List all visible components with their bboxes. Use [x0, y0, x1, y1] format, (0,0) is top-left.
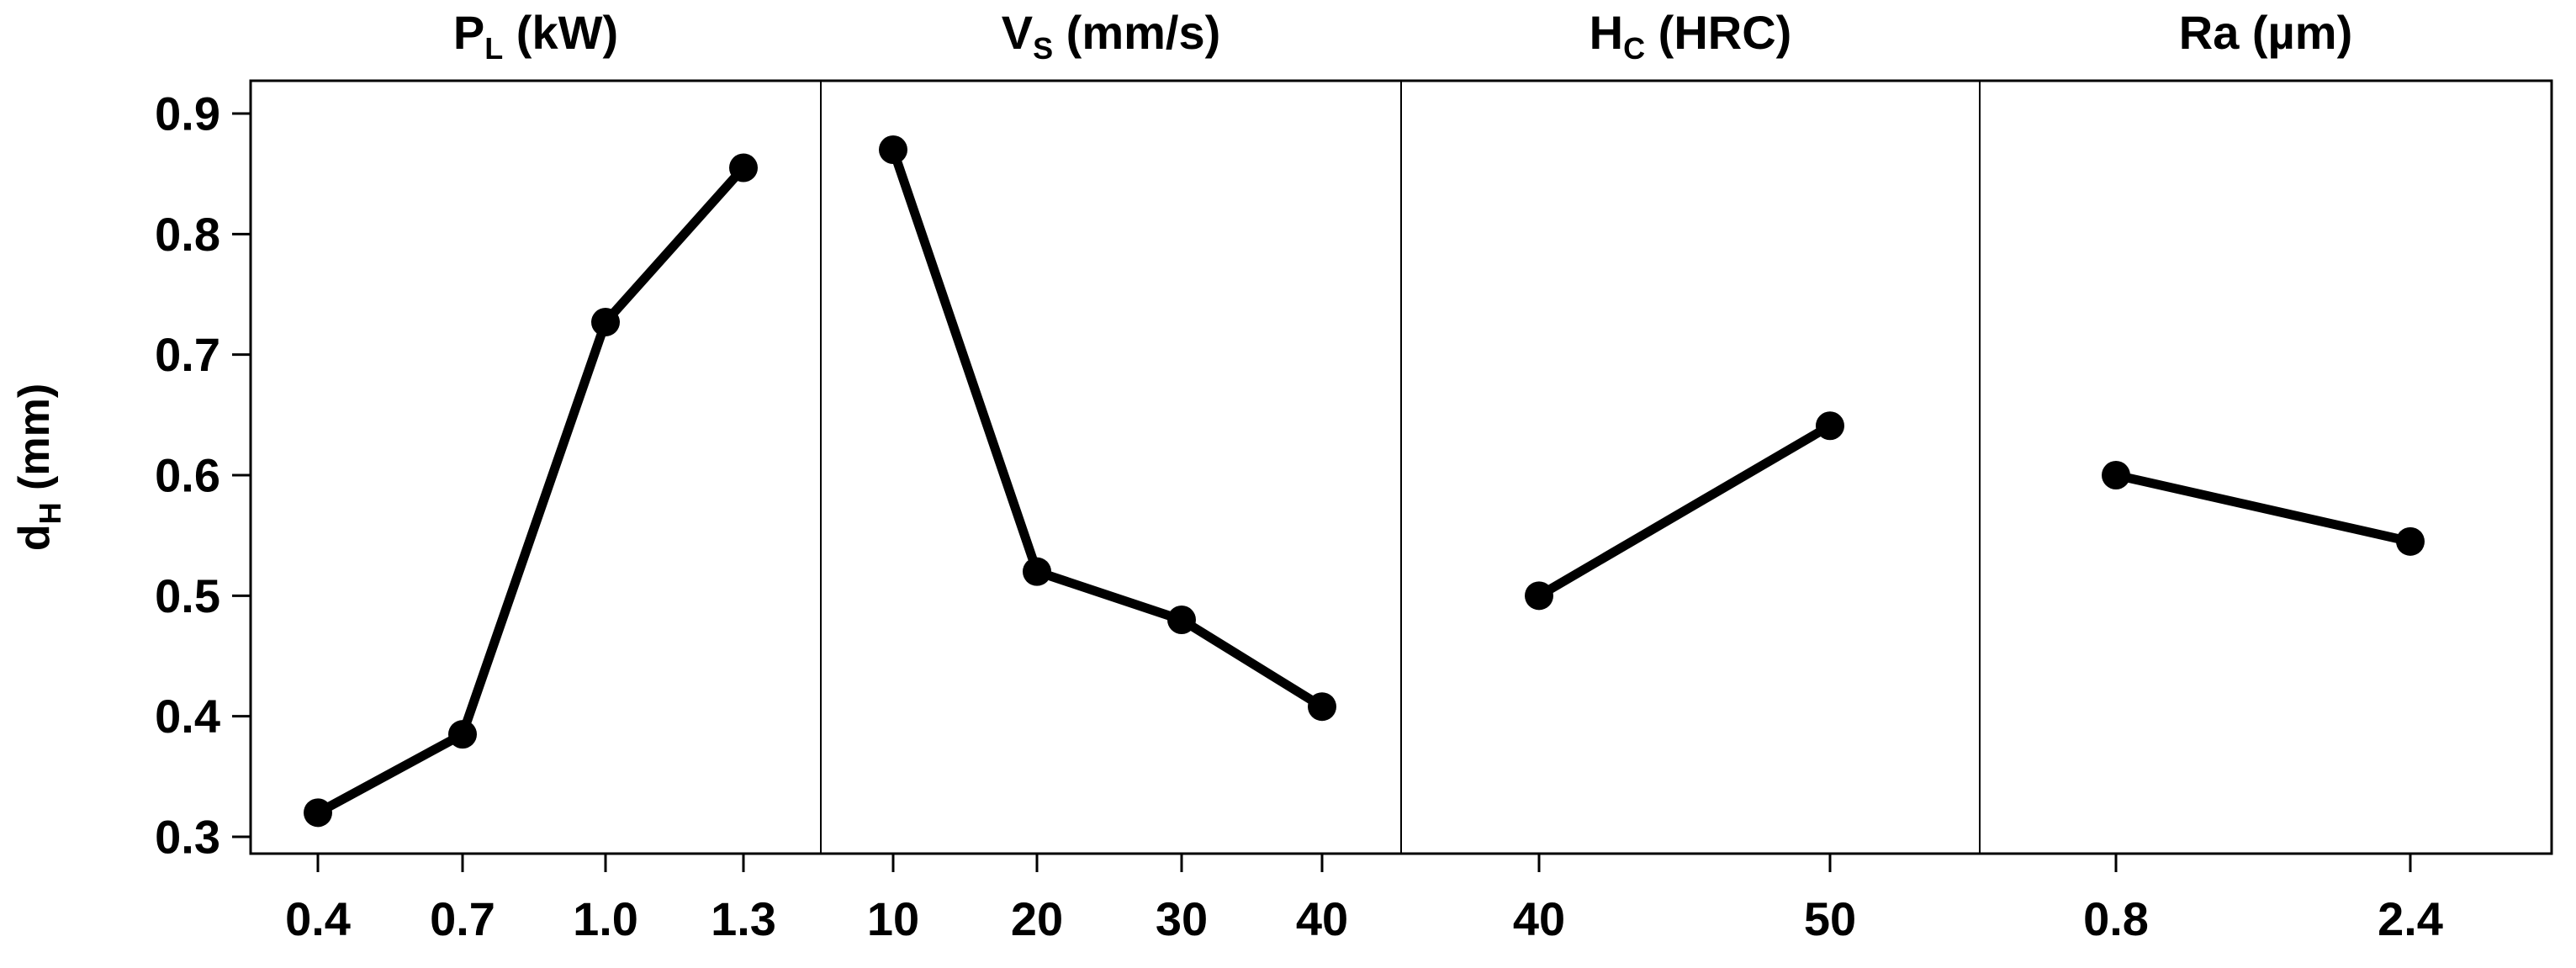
y-axis-title-sub: H — [33, 502, 67, 524]
panel-title-main: Ra (µm) — [2179, 6, 2353, 59]
panel-title-unit: (HRC) — [1645, 6, 1791, 59]
panel-title-sub: S — [1033, 31, 1053, 66]
lines-layer — [315, 148, 2412, 817]
points-layer — [304, 135, 2425, 828]
y-axis-title-unit: (mm) — [10, 383, 59, 503]
y-tick-label: 0.7 — [155, 328, 220, 381]
data-point — [448, 720, 477, 749]
data-point — [1167, 606, 1196, 634]
data-point — [1525, 581, 1553, 611]
data-point — [1816, 411, 1844, 441]
labels-layer: 0.30.40.50.60.70.80.9dH (mm)PL (kW)0.4 0.… — [10, 6, 2443, 945]
panel-title-main: P — [453, 6, 484, 59]
panel-title-sub: C — [1623, 31, 1645, 66]
panel-title-main: H — [1590, 6, 1623, 59]
y-tick-label: 0.4 — [155, 690, 220, 743]
series-line — [2114, 470, 2412, 547]
y-tick-label: 0.5 — [155, 569, 220, 622]
x-tick-label: 40 — [1296, 892, 1348, 945]
data-point — [591, 307, 620, 336]
x-tick-label: 40 — [1513, 892, 1565, 945]
series-line — [1537, 421, 1833, 600]
panel-title: HC (HRC) — [1590, 6, 1792, 66]
series-line — [888, 148, 1325, 711]
x-tick-label: 50 — [1804, 892, 1856, 945]
data-point — [1023, 557, 1051, 586]
axes-layer — [232, 79, 2553, 872]
x-tick-label: 1.3 — [711, 892, 776, 945]
panel-title-unit: (kW) — [503, 6, 618, 59]
panel-title: PL (kW) — [453, 6, 618, 66]
data-point — [729, 153, 758, 182]
data-point — [879, 135, 907, 164]
x-tick-label: 10 — [867, 892, 919, 945]
x-tick-label: 30 — [1156, 892, 1208, 945]
x-tick-label: 0.8 — [2083, 892, 2149, 945]
data-point — [2102, 461, 2130, 489]
x-tick-label: 0.7 — [430, 892, 495, 945]
data-point — [1308, 692, 1336, 722]
panel-title: Ra (µm) — [2179, 6, 2353, 59]
y-tick-label: 0.6 — [155, 449, 220, 502]
data-point — [304, 798, 332, 828]
x-tick-label: 20 — [1011, 892, 1063, 945]
y-axis-title-main: d — [10, 524, 59, 551]
y-tick-label: 0.8 — [155, 208, 220, 261]
panel-title-sub: L — [484, 31, 503, 66]
panel-title-main: V — [1002, 6, 1033, 59]
series-line — [315, 164, 748, 817]
x-tick-label: 1.0 — [573, 892, 638, 945]
y-tick-label: 0.3 — [155, 811, 220, 864]
x-tick-label: 2.4 — [2378, 892, 2443, 945]
y-axis-title: dH (mm) — [10, 383, 67, 551]
y-tick-label: 0.9 — [155, 87, 220, 140]
data-point — [2396, 526, 2425, 556]
x-tick-label: 0.4 — [285, 892, 351, 945]
panel-title: VS (mm/s) — [1002, 6, 1221, 66]
panel-title-unit: (mm/s) — [1053, 6, 1220, 59]
